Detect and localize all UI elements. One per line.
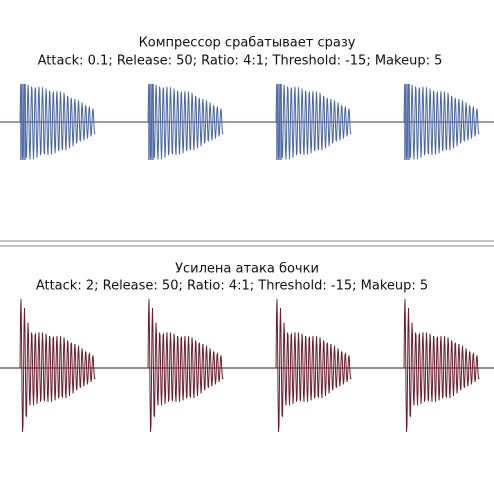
panel-subtitle: Attack: 0.1; Release: 50; Ratio: 4:1; Th… [38,54,443,69]
waveform [403,83,480,160]
panel-subtitle: Attack: 2; Release: 50; Ratio: 4:1; Thre… [36,279,428,294]
waveform [275,83,352,160]
waveform-attack [20,84,26,160]
waveform [275,299,352,432]
waveform-attack [148,84,154,160]
waveform [19,83,96,160]
waveform [19,299,96,432]
waveforms [19,83,480,432]
panel-title: Компрессор срабатывает сразу [139,36,356,51]
waveform-attack [276,84,282,160]
waveform [403,299,480,432]
waveform-attack [404,84,410,160]
waveform [147,299,224,432]
panel-title: Усилена атака бочки [175,262,319,277]
waveform [147,83,224,160]
